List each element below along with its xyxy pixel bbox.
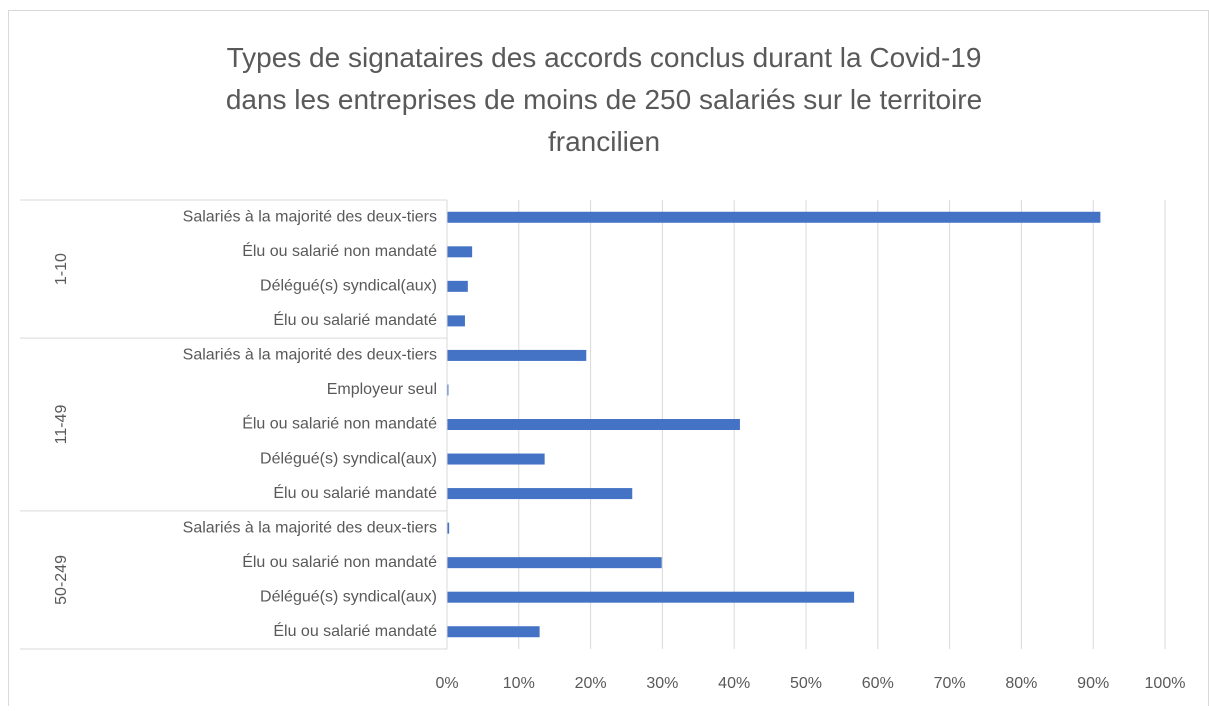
group-label: 50-249 bbox=[53, 555, 70, 605]
y-tick-label: Élu ou salarié mandaté bbox=[273, 483, 437, 502]
y-tick-label: Élu ou salarié mandaté bbox=[273, 621, 437, 640]
x-tick-label: 50% bbox=[790, 675, 822, 692]
x-tick-label: 60% bbox=[862, 675, 894, 692]
chart-title: Types de signataires des accords conclus… bbox=[226, 42, 982, 157]
y-tick-label: Élu ou salarié non mandaté bbox=[242, 414, 437, 433]
y-tick-label: Élu ou salarié mandaté bbox=[273, 310, 437, 329]
bar bbox=[447, 419, 740, 430]
y-tick-label: Délégué(s) syndical(aux) bbox=[260, 588, 437, 605]
bar bbox=[447, 626, 540, 638]
x-tick-label: 30% bbox=[646, 675, 678, 692]
x-tick-label: 40% bbox=[718, 675, 750, 692]
group-label: 11-49 bbox=[53, 405, 70, 445]
y-tick-label: Salariés à la majorité des deux-tiers bbox=[183, 347, 437, 364]
bar bbox=[447, 384, 449, 396]
x-tick-label: 100% bbox=[1145, 675, 1186, 692]
x-tick-label: 90% bbox=[1077, 675, 1109, 692]
y-tick-label: Salariés à la majorité des deux-tiers bbox=[183, 519, 437, 536]
bar bbox=[447, 488, 633, 500]
bar bbox=[447, 557, 662, 569]
x-tick-label: 70% bbox=[934, 675, 966, 692]
bar bbox=[447, 315, 465, 327]
y-tick-label: Élu ou salarié non mandaté bbox=[242, 241, 437, 260]
y-tick-label: Délégué(s) syndical(aux) bbox=[260, 450, 437, 467]
x-tick-label: 0% bbox=[435, 675, 458, 692]
bar bbox=[447, 453, 545, 465]
x-tick-label: 10% bbox=[503, 675, 535, 692]
x-tick-label: 80% bbox=[1005, 675, 1037, 692]
y-tick-label: Employeur seul bbox=[327, 381, 437, 398]
y-tick-label: Délégué(s) syndical(aux) bbox=[260, 278, 437, 295]
bar bbox=[447, 349, 587, 361]
group-label: 1-10 bbox=[53, 253, 70, 285]
y-tick-label: Élu ou salarié non mandaté bbox=[242, 552, 437, 571]
x-tick-label: 20% bbox=[575, 675, 607, 692]
bar bbox=[447, 211, 1101, 223]
y-tick-label: Salariés à la majorité des deux-tiers bbox=[183, 208, 437, 225]
bar bbox=[447, 280, 468, 292]
bar bbox=[447, 591, 855, 603]
bar bbox=[447, 246, 473, 258]
bar bbox=[447, 522, 450, 534]
